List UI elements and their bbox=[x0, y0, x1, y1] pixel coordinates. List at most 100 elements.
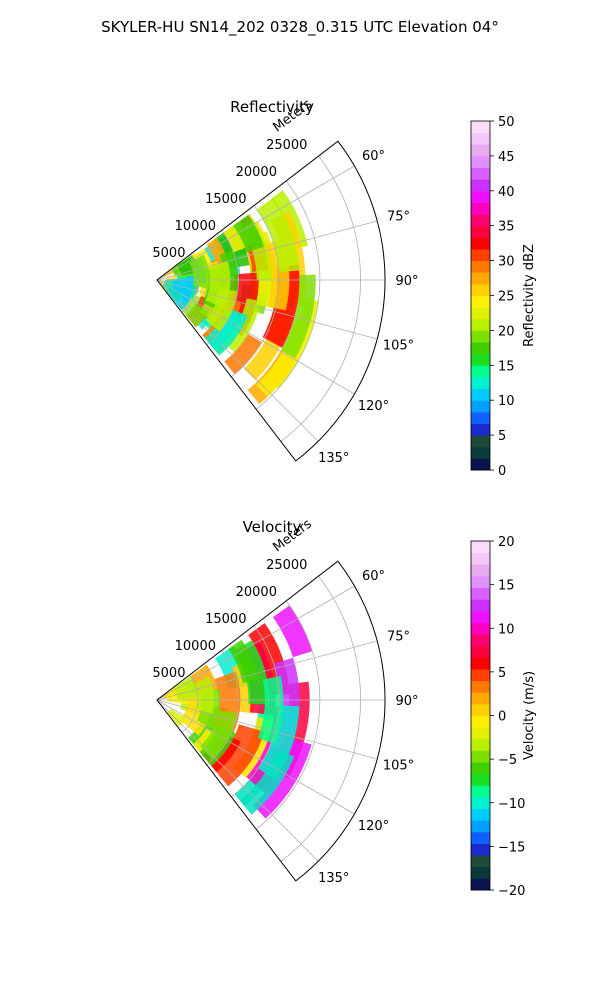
data-cell bbox=[239, 749, 295, 815]
colorbar-swatch bbox=[471, 365, 490, 378]
colorbar-swatch bbox=[471, 680, 490, 693]
radial-grid-ring bbox=[181, 254, 199, 313]
angle-grid-line bbox=[156, 279, 378, 340]
radial-tick-label: 15000 bbox=[205, 612, 246, 627]
polar-frame bbox=[156, 140, 386, 462]
figure-title: SKYLER-HU SN14_202 0328_0.315 UTC Elevat… bbox=[101, 18, 499, 37]
colorbar-tick-label: 45 bbox=[498, 150, 515, 165]
colorbar-swatch bbox=[471, 121, 490, 134]
colorbar-swatch bbox=[471, 248, 490, 262]
colorbar-swatch bbox=[471, 283, 490, 296]
data-cell bbox=[258, 705, 300, 780]
radial-grid-ring bbox=[181, 674, 199, 733]
radial-grid-ring bbox=[280, 155, 361, 442]
colorbar-swatch bbox=[471, 295, 490, 308]
polar-frame bbox=[156, 560, 386, 882]
colorbar-swatch bbox=[471, 727, 490, 740]
radial-tick-label: 25000 bbox=[266, 138, 307, 153]
data-cell bbox=[233, 214, 264, 253]
colorbar-swatch bbox=[471, 715, 490, 728]
colorbar-swatch bbox=[471, 167, 490, 180]
angle-tick-label: 120° bbox=[358, 819, 389, 834]
angle-grid-line bbox=[156, 699, 319, 862]
colorbar-tick-label: 30 bbox=[498, 255, 515, 270]
radial-grid-ring bbox=[255, 180, 321, 410]
data-cell bbox=[166, 286, 184, 304]
reflectivity-colorbar-label: Reflectivity dBZ bbox=[522, 244, 537, 347]
velocity-plot-title: Velocity bbox=[243, 518, 302, 536]
colorbar-swatch bbox=[471, 388, 490, 401]
colorbar-tick-label: −20 bbox=[498, 884, 525, 899]
reflectivity-colorbar: 0 5 10 15 20 25 30 35 40 45 50 bbox=[470, 115, 515, 479]
angle-tick-label: 120° bbox=[358, 399, 389, 414]
colorbar-swatch bbox=[471, 260, 490, 273]
colorbar-tick-label: 10 bbox=[498, 394, 515, 409]
data-cell bbox=[173, 676, 198, 699]
radial-grid-ring bbox=[231, 625, 280, 798]
colorbar-tick-label: 0 bbox=[498, 710, 506, 725]
angle-grid-line bbox=[156, 165, 355, 281]
data-cell bbox=[167, 708, 187, 727]
reflectivity-panel: Reflectivity 5000 10000 15000 20000 25000 60°… bbox=[152, 96, 537, 479]
colorbar-swatch bbox=[471, 785, 490, 798]
angle-tick-label: 135° bbox=[318, 871, 349, 886]
colorbar-swatch bbox=[471, 202, 490, 215]
colorbar-swatch bbox=[471, 435, 490, 448]
reflectivity-polar-plot: 5000 10000 15000 20000 25000 60° 75° 90° 105° 120… bbox=[152, 138, 418, 466]
radial-tick-label: 10000 bbox=[175, 219, 216, 234]
radial-tick-label: 10000 bbox=[175, 639, 216, 654]
colorbar-tick-label: 5 bbox=[498, 429, 506, 444]
angle-tick-label: 60° bbox=[362, 149, 385, 164]
velocity-polar-plot: 5000 10000 15000 20000 25000 60° 75° 90° 105° 120… bbox=[152, 558, 418, 886]
radial-grid-ring bbox=[280, 575, 361, 862]
radial-tick-label: 5000 bbox=[152, 666, 185, 681]
colorbar-tick-label: 0 bbox=[498, 464, 506, 479]
colorbar-swatch bbox=[471, 587, 490, 600]
radial-tick-label: 20000 bbox=[236, 165, 277, 180]
colorbar-swatch bbox=[471, 820, 490, 833]
colorbar-tick-label: 35 bbox=[498, 220, 515, 235]
colorbar-swatch bbox=[471, 610, 490, 623]
data-cell bbox=[199, 710, 238, 760]
angle-grid-line bbox=[156, 220, 378, 281]
angle-tick-label: 75° bbox=[387, 209, 410, 224]
data-cell bbox=[228, 639, 259, 684]
velocity-colorbar: −20 −15 −10 −5 0 5 10 15 20 bbox=[470, 535, 525, 899]
velocity-colorbar-label: Velocity (m/s) bbox=[522, 671, 537, 760]
colorbar-swatch bbox=[471, 575, 490, 589]
colorbar-swatch bbox=[471, 446, 490, 459]
colorbar-swatch bbox=[471, 552, 490, 565]
colorbar-tick-label: −15 bbox=[498, 840, 525, 855]
colorbar-swatch bbox=[471, 564, 490, 577]
angle-tick-label: 135° bbox=[318, 451, 349, 466]
colorbar-tick-label: −5 bbox=[498, 753, 517, 768]
colorbar-swatch bbox=[471, 155, 490, 169]
colorbar-swatch bbox=[471, 307, 490, 320]
colorbar-swatch bbox=[471, 762, 490, 775]
colorbar-swatch bbox=[471, 190, 490, 203]
colorbar-tick-label: 20 bbox=[498, 535, 515, 550]
colorbar-swatch bbox=[471, 808, 490, 821]
colorbar-swatch bbox=[471, 237, 490, 250]
colorbar-swatch bbox=[471, 855, 490, 868]
angle-tick-label: 105° bbox=[383, 339, 414, 354]
colorbar-swatch bbox=[471, 411, 490, 424]
colorbar-swatch bbox=[471, 668, 490, 682]
angle-grid-line bbox=[156, 699, 355, 815]
colorbar-swatch bbox=[471, 214, 490, 227]
angle-tick-label: 60° bbox=[362, 569, 385, 584]
colorbar-swatch bbox=[471, 831, 490, 844]
colorbar-swatch bbox=[471, 318, 490, 331]
colorbar-tick-label: 40 bbox=[498, 185, 515, 200]
colorbar-swatch bbox=[471, 703, 490, 716]
radial-tick-label: 25000 bbox=[266, 558, 307, 573]
angle-grid-line bbox=[156, 279, 319, 442]
colorbar-swatch bbox=[471, 645, 490, 658]
angle-tick-label: 75° bbox=[387, 629, 410, 644]
colorbar-swatch bbox=[471, 773, 490, 786]
colorbar-swatch bbox=[471, 866, 490, 879]
colorbar-swatch bbox=[471, 796, 490, 810]
radial-tick-label: 15000 bbox=[205, 192, 246, 207]
colorbar-swatch bbox=[471, 878, 490, 891]
colorbar-tick-label: 10 bbox=[498, 622, 515, 637]
